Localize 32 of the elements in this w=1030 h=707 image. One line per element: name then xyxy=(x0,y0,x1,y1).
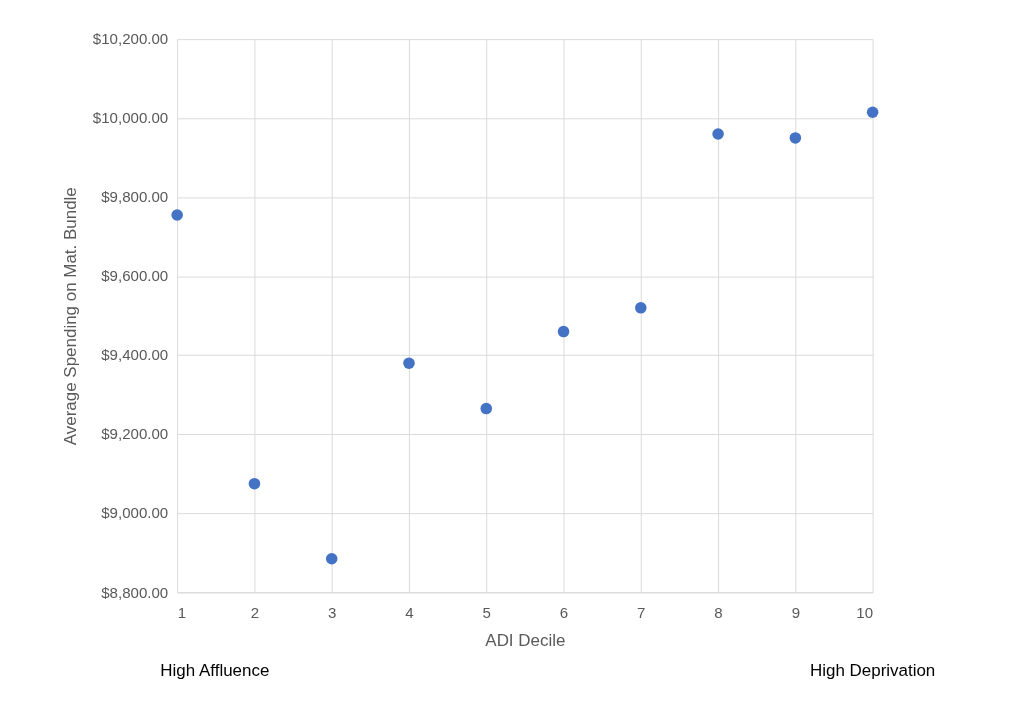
point xyxy=(403,357,415,369)
y-tick-label: $8,800.00 xyxy=(101,583,169,601)
y-tick-label: $9,400.00 xyxy=(101,346,169,364)
y-tick-label: $9,200.00 xyxy=(101,425,169,443)
point xyxy=(325,552,338,565)
x-tick-label: 6 xyxy=(559,604,569,622)
y-tick-label: $9,000.00 xyxy=(101,504,169,522)
x-axis-title: ADI Decile xyxy=(485,630,566,650)
x-tick-label: 10 xyxy=(856,604,874,622)
text: High Affluence xyxy=(160,661,270,681)
y-tick-label: $10,000.00 xyxy=(92,109,169,127)
text: High Deprivation xyxy=(809,661,936,681)
x-tick-label: 9 xyxy=(791,604,801,622)
point xyxy=(712,128,724,140)
point xyxy=(248,477,261,490)
point xyxy=(635,302,647,314)
x-tick-label: 7 xyxy=(637,604,646,622)
point xyxy=(480,402,493,415)
point xyxy=(557,325,570,338)
x-tick-label: 4 xyxy=(405,604,414,622)
point xyxy=(789,132,802,144)
x-tick-label: 8 xyxy=(714,604,723,622)
y-axis-title: Average Spending on Mat. Bundle xyxy=(60,187,80,446)
y-tick-label: $9,600.00 xyxy=(101,267,169,285)
point xyxy=(171,209,183,221)
y-tick-label: $10,200.00 xyxy=(92,30,169,48)
point xyxy=(866,106,879,119)
x-tick-label: 1 xyxy=(177,604,187,622)
x-tick-label: 3 xyxy=(327,604,337,622)
x-tick-label: 2 xyxy=(250,604,260,622)
x-tick-label: 5 xyxy=(482,604,491,622)
y-tick-label: $9,800.00 xyxy=(101,188,169,206)
